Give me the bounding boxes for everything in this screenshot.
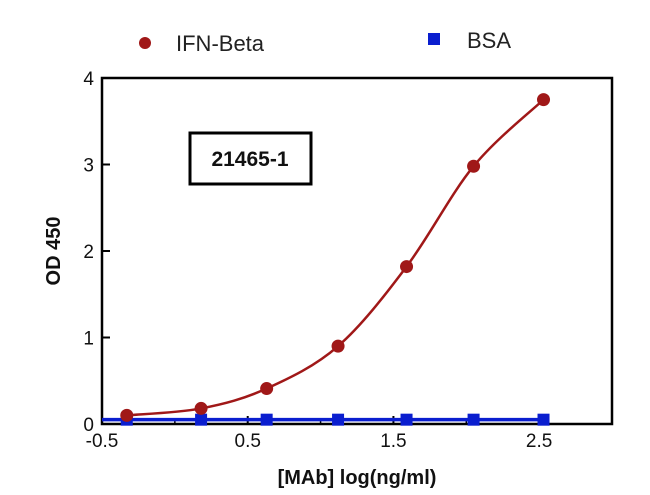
series-ifn-beta-point [194,401,208,415]
annotation-label: 21465-1 [211,148,288,171]
annotation-border [188,131,313,186]
series-ifn-beta-point [467,159,481,173]
series-bsa-point [332,413,345,426]
x-tick-label: 0.5 [235,431,261,452]
legend: IFN-Beta BSA [139,28,511,56]
y-tick-label: 2 [83,242,94,263]
y-tick-label: 4 [83,69,94,90]
series-layer [102,93,551,426]
legend-item-ifn-beta: IFN-Beta [139,31,265,56]
y-axis-title: OD 450 [43,217,65,286]
x-tick-label: -0.5 [86,431,119,452]
series-ifn-beta-point [400,260,414,274]
y-axis-ticks: 0 1 2 3 4 [83,69,110,436]
plot-frame [100,76,614,426]
series-bsa-point [260,413,273,426]
series-ifn-beta-point [260,382,274,396]
legend-item-bsa: BSA [428,28,511,53]
legend-bsa-marker [428,33,440,45]
x-tick-label: 1.5 [380,431,406,452]
plot-border [100,76,614,426]
y-tick-label: 3 [83,156,94,177]
x-tick-label: 2.5 [526,431,552,452]
series-bsa-point [467,413,480,426]
legend-ifn-beta-label: IFN-Beta [176,31,265,56]
y-tick-label: 1 [83,329,94,350]
legend-bsa-label: BSA [467,28,511,53]
annotation-box: 21465-1 [188,131,313,186]
series-ifn-beta-point [120,408,134,422]
y-tick-label: 0 [83,415,94,436]
legend-ifn-beta-marker [139,37,151,49]
series-bsa-point [537,413,550,426]
series-ifn-beta-point [331,339,345,353]
series-ifn-beta-point [537,93,551,107]
series-bsa-point [400,413,413,426]
series-bsa-point [195,413,208,426]
x-axis-title: [MAb] log(ng/ml) [278,467,437,489]
